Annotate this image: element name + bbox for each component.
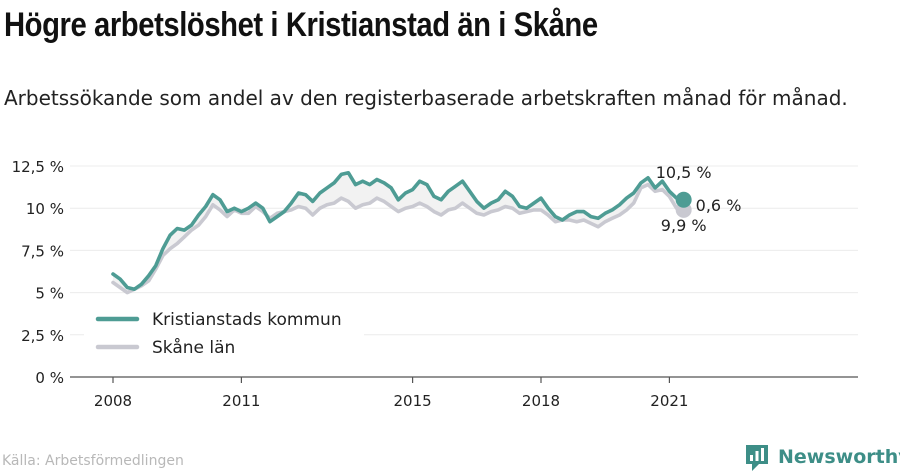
series-line-skane	[111, 182, 686, 295]
newsworthy-logo[interactable]: Newsworthy	[744, 442, 900, 472]
x-tick-label: 2011	[222, 392, 260, 410]
end-label-difference: 0,6 %	[696, 196, 742, 215]
y-tick-label: 12,5 %	[12, 158, 64, 176]
legend-label: Kristianstads kommun	[152, 310, 342, 330]
end-label-kristianstad: 10,5 %	[656, 163, 712, 182]
x-tick-label: 2008	[94, 392, 132, 410]
chart-subtitle: Arbetssökande som andel av den registerb…	[4, 86, 848, 110]
x-tick-label: 2018	[522, 392, 560, 410]
source-note: Källa: Arbetsförmedlingen	[2, 453, 184, 469]
end-label-skane: 9,9 %	[661, 216, 707, 235]
x-tick-label: 2015	[394, 392, 432, 410]
legend-label: Skåne län	[152, 337, 235, 358]
legend-box	[84, 307, 364, 363]
newsworthy-bar-icon	[746, 445, 768, 471]
difference-area	[113, 172, 684, 293]
newsworthy-brand-name: Newsworthy	[778, 446, 900, 468]
y-tick-label: 5 %	[35, 285, 64, 303]
series-line-kristianstad	[111, 171, 686, 291]
end-dot-kristianstad	[675, 191, 692, 208]
y-tick-label: 2,5 %	[21, 327, 64, 345]
y-tick-label: 7,5 %	[21, 242, 64, 260]
y-tick-label: 0 %	[35, 369, 64, 387]
x-tick-label: 2021	[650, 392, 688, 410]
y-tick-label: 10 %	[26, 200, 64, 218]
chart-title: Högre arbetslöshet i Kristianstad än i S…	[4, 6, 598, 44]
